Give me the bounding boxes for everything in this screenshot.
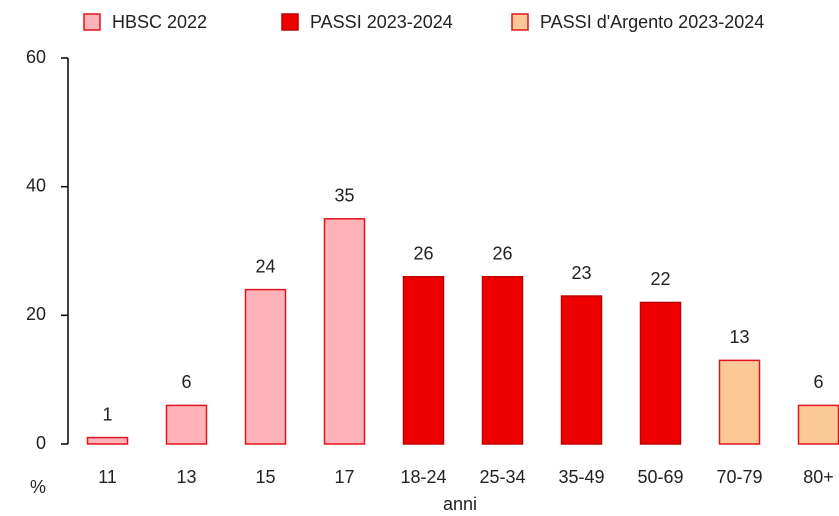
legend-label: PASSI d'Argento 2023-2024 — [540, 12, 764, 32]
data-label: 23 — [571, 263, 591, 283]
legend-label: HBSC 2022 — [112, 12, 207, 32]
x-tick-label: 11 — [98, 467, 117, 487]
data-label: 26 — [413, 243, 433, 263]
x-tick-label: 35-49 — [558, 467, 604, 487]
bar — [165, 404, 208, 445]
bar — [718, 359, 761, 445]
bar — [481, 275, 524, 445]
data-label: 22 — [650, 269, 670, 289]
bar — [560, 295, 603, 445]
bar — [86, 436, 129, 445]
data-label: 1 — [102, 404, 112, 424]
x-axis-label: anni — [443, 494, 477, 514]
legend-swatch — [281, 13, 299, 31]
x-tick-label: 17 — [334, 467, 354, 487]
x-tick-label: 13 — [176, 467, 196, 487]
data-label: 26 — [492, 243, 512, 263]
bar — [323, 218, 366, 445]
bar — [402, 275, 445, 445]
bar — [639, 301, 682, 445]
data-label: 13 — [729, 327, 749, 347]
x-tick-label: 80+ — [803, 467, 834, 487]
legend-swatch — [83, 13, 101, 31]
y-tick-label: 0 — [36, 433, 46, 453]
x-tick-label: 18-24 — [400, 467, 446, 487]
data-label: 24 — [255, 256, 275, 276]
x-tick-label: 15 — [255, 467, 275, 487]
y-tick-label: 20 — [26, 304, 46, 324]
x-tick-label: 70-79 — [716, 467, 762, 487]
y-axis-label: % — [30, 477, 46, 497]
legend-label: PASSI 2023-2024 — [310, 12, 453, 32]
bar — [797, 404, 839, 445]
data-label: 6 — [181, 372, 191, 392]
data-label: 6 — [813, 372, 823, 392]
bar — [244, 288, 287, 445]
x-tick-label: 25-34 — [479, 467, 525, 487]
legend-swatch — [511, 13, 529, 31]
y-tick-label: 40 — [26, 175, 46, 195]
data-label: 35 — [334, 186, 354, 206]
y-tick-label: 60 — [26, 47, 46, 67]
x-tick-label: 50-69 — [637, 467, 683, 487]
